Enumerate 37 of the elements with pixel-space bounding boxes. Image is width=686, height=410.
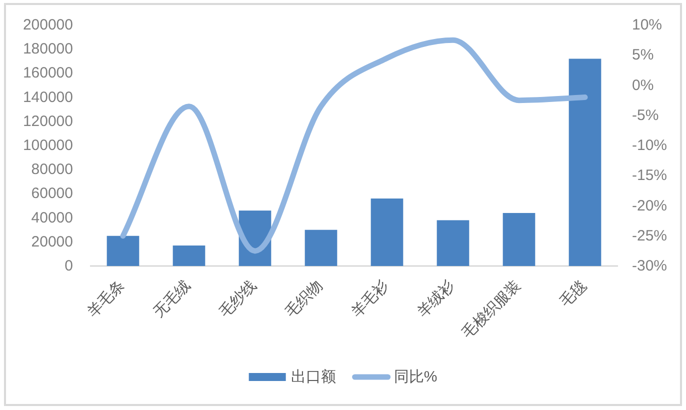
bar — [502, 212, 536, 266]
y2-tick-label: -30% — [632, 258, 668, 274]
x-tick-label: 毛毯 — [556, 276, 590, 310]
y-tick-label: 40000 — [31, 209, 73, 226]
x-tick-label: 毛梭织服装 — [458, 276, 524, 342]
x-tick-label: 毛织物 — [282, 276, 326, 321]
bar — [172, 246, 206, 266]
x-tick-label: 无毛绒 — [150, 276, 194, 321]
bar — [370, 198, 404, 266]
y2-tick-label: 10% — [632, 16, 662, 34]
y-tick-label: 140000 — [22, 88, 73, 106]
x-tick-label: 羊绒衫 — [414, 276, 458, 321]
y2-tick-label: 0% — [632, 76, 654, 94]
bar — [568, 58, 602, 266]
y2-tick-label: 5% — [632, 46, 654, 64]
x-tick-label: 羊毛条 — [84, 276, 128, 321]
legend-label: 出口额 — [290, 368, 336, 386]
y-tick-label: 180000 — [22, 40, 73, 58]
bar — [304, 230, 338, 266]
y-tick-label: 120000 — [22, 112, 73, 130]
x-tick-label: 毛纱线 — [216, 276, 260, 321]
legend-label: 同比% — [394, 368, 438, 386]
y2-tick-label: -10% — [632, 137, 668, 154]
y-tick-label: 160000 — [22, 64, 73, 82]
bar — [436, 220, 470, 266]
y-tick-label: 80000 — [31, 161, 73, 178]
y2-tick-label: -15% — [632, 167, 668, 184]
y-tick-label: 0 — [64, 258, 73, 274]
y2-tick-label: -25% — [632, 227, 668, 244]
y-tick-label: 60000 — [31, 185, 73, 202]
x-tick-label: 羊毛衫 — [348, 276, 392, 321]
y-tick-label: 100000 — [22, 137, 73, 154]
y-tick-label: 20000 — [31, 233, 73, 250]
bar — [106, 236, 140, 266]
y-tick-label: 200000 — [22, 16, 73, 34]
y2-tick-label: -5% — [632, 106, 659, 124]
y2-tick-label: -20% — [632, 197, 668, 214]
